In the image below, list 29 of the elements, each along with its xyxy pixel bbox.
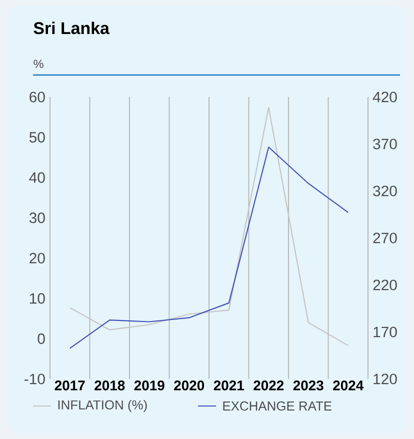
y2-tick-label: 170 xyxy=(374,326,397,338)
y2-tick-label: 220 xyxy=(373,280,397,290)
y2-tick-label: 320 xyxy=(373,186,397,196)
y-tick-label: 60 xyxy=(30,92,45,102)
x-tick-label: 2020 xyxy=(174,380,204,390)
y2-tick-label: 370 xyxy=(373,138,397,150)
y-tick-label: 10 xyxy=(30,293,45,304)
x-tick-label: 2024 xyxy=(333,380,364,390)
y-tick-label: 20 xyxy=(30,252,45,264)
y-tick-label: -10 xyxy=(24,374,45,384)
legend-label: INFLATION (%) xyxy=(58,400,147,412)
y-tick-label: 30 xyxy=(29,212,45,224)
x-tick-label: 2019 xyxy=(134,380,164,390)
x-tick-label: 2023 xyxy=(293,380,324,390)
legend-label: EXCHANGE RATE xyxy=(223,401,332,411)
y2-tick-label: 270 xyxy=(373,232,397,244)
line-series xyxy=(69,106,349,346)
y-tick-label: 50 xyxy=(29,132,45,143)
y2-tick-label: 120 xyxy=(374,374,397,384)
y-tick-label: 0 xyxy=(38,333,45,344)
chart-subtitle: % xyxy=(34,60,44,68)
line-series xyxy=(69,146,349,349)
chart-title: Sri Lanka xyxy=(34,22,110,34)
y-tick-label: 40 xyxy=(29,172,45,183)
y2-tick-label: 420 xyxy=(372,92,397,102)
x-tick-label: 2018 xyxy=(94,380,125,390)
x-tick-label: 2017 xyxy=(54,380,85,390)
x-tick-label: 2021 xyxy=(214,380,244,390)
x-tick-label: 2022 xyxy=(254,380,284,390)
